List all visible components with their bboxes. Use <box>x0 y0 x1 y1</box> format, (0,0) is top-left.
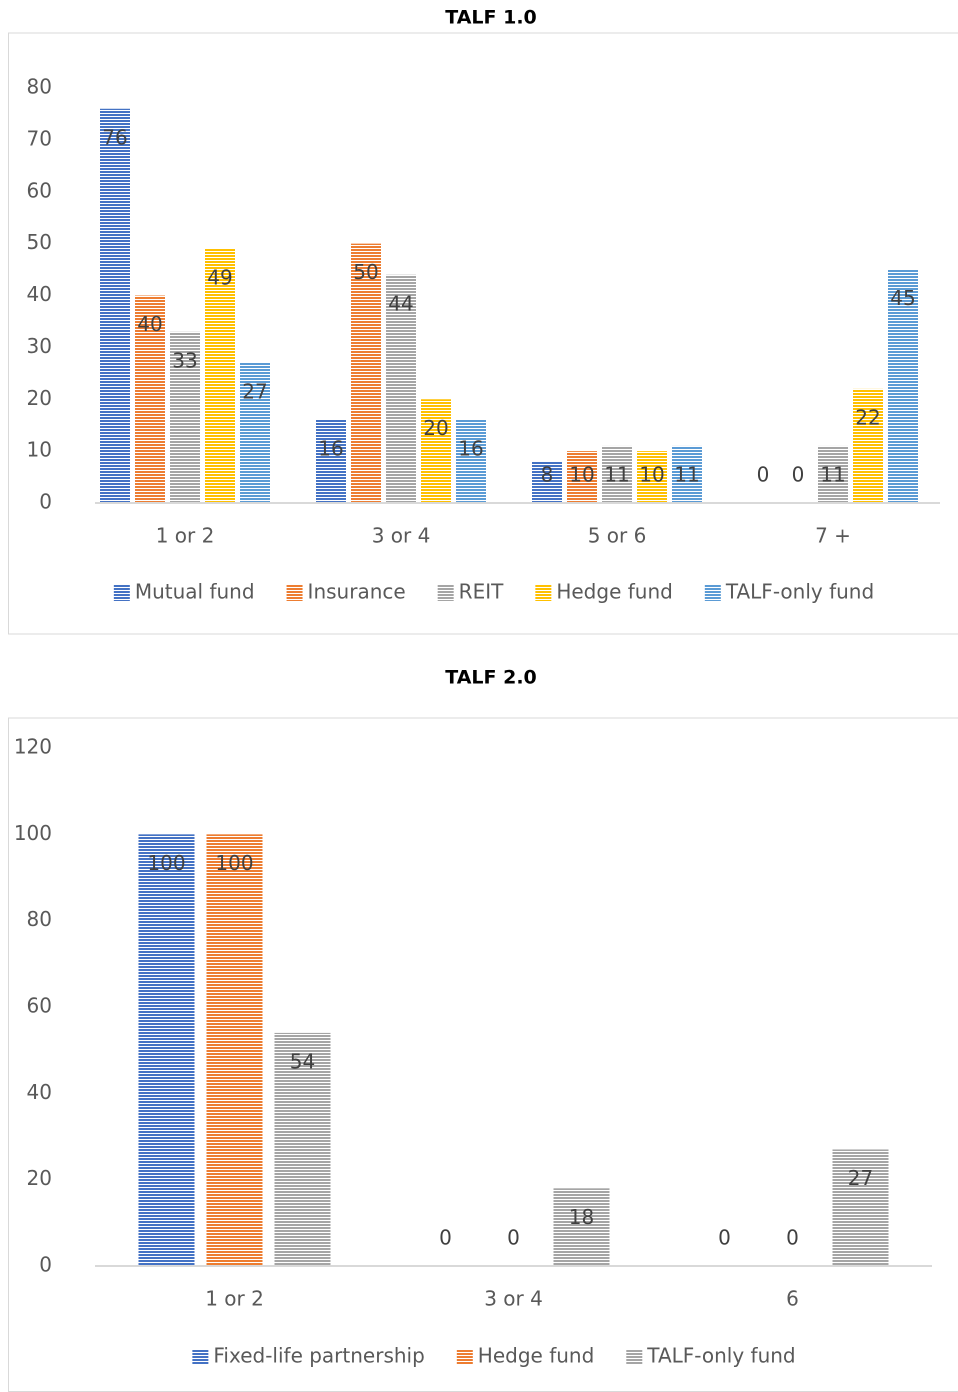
data-label: 54 <box>290 1049 315 1073</box>
bar <box>421 399 451 503</box>
legend-marker <box>704 585 721 601</box>
y-tick-label: 20 <box>27 386 52 410</box>
data-label: 8 <box>541 463 554 487</box>
chart-title: TALF 2.0 <box>445 667 537 689</box>
data-label: 20 <box>423 416 448 440</box>
x-tick-label: 3 or 4 <box>484 1287 543 1311</box>
data-label: 0 <box>792 463 805 487</box>
data-label: 100 <box>147 851 185 875</box>
x-tick-label: 1 or 2 <box>205 1287 264 1311</box>
y-tick-label: 40 <box>27 282 52 306</box>
data-label: 100 <box>215 851 253 875</box>
legend-label: Hedge fund <box>478 1344 594 1368</box>
data-label: 50 <box>353 260 378 284</box>
data-label: 33 <box>172 348 197 372</box>
data-label: 10 <box>569 463 594 487</box>
bar <box>351 243 381 503</box>
chart-title: TALF 1.0 <box>445 7 537 29</box>
legend-label: Hedge fund <box>556 580 672 604</box>
legend-marker <box>535 585 552 601</box>
bar <box>205 248 235 503</box>
x-tick-label: 3 or 4 <box>372 524 431 548</box>
chart-frame <box>8 32 958 635</box>
y-tick-label: 120 <box>14 735 52 759</box>
bar <box>456 420 486 503</box>
data-label: 0 <box>786 1226 799 1250</box>
legend-label: Fixed-life partnership <box>213 1344 424 1368</box>
data-label: 27 <box>242 379 267 403</box>
data-label: 0 <box>439 1226 452 1250</box>
legend-label: Mutual fund <box>135 580 255 604</box>
legend-marker <box>113 585 130 601</box>
legend-marker <box>437 585 454 601</box>
data-label: 11 <box>604 462 629 486</box>
bar <box>888 269 918 503</box>
bar <box>170 331 200 503</box>
x-tick-label: 1 or 2 <box>156 524 215 548</box>
bar <box>672 445 702 503</box>
y-tick-label: 10 <box>27 438 52 462</box>
data-label: 44 <box>388 291 413 315</box>
y-tick-label: 40 <box>27 1080 52 1104</box>
bar <box>567 451 597 503</box>
y-tick-label: 30 <box>27 334 52 358</box>
x-tick-label: 7 + <box>815 524 851 548</box>
bar <box>853 388 883 503</box>
bar <box>206 834 263 1266</box>
data-label: 45 <box>890 286 915 310</box>
y-tick-label: 80 <box>27 75 52 99</box>
data-label: 40 <box>137 312 162 336</box>
data-label: 22 <box>855 405 880 429</box>
legend-label: REIT <box>459 580 504 604</box>
y-tick-label: 80 <box>27 907 52 931</box>
legend-label: TALF-only fund <box>725 580 874 604</box>
bar <box>532 461 562 503</box>
data-label: 0 <box>507 1226 520 1250</box>
bar <box>138 834 195 1266</box>
data-label: 76 <box>102 125 127 149</box>
bar <box>316 420 346 503</box>
bar <box>637 451 667 503</box>
y-tick-label: 0 <box>39 1253 52 1277</box>
data-label: 11 <box>674 462 699 486</box>
bar <box>602 445 632 503</box>
bar <box>274 1032 331 1266</box>
bar <box>240 362 270 503</box>
data-label: 16 <box>318 437 343 461</box>
bar <box>135 295 165 503</box>
legend-marker <box>192 1349 209 1365</box>
bar <box>818 445 848 503</box>
data-label: 0 <box>718 1226 731 1250</box>
y-tick-label: 50 <box>27 230 52 254</box>
y-tick-label: 60 <box>27 178 52 202</box>
y-tick-label: 0 <box>39 490 52 514</box>
legend-label: TALF-only fund <box>646 1344 795 1368</box>
data-label: 11 <box>820 462 845 486</box>
y-tick-label: 70 <box>27 126 52 150</box>
data-label: 27 <box>848 1166 873 1190</box>
legend-label: Insurance <box>308 580 406 604</box>
y-tick-label: 100 <box>14 821 52 845</box>
bar <box>100 108 130 503</box>
legend: Mutual fund Insurance REIT Hedge fund TALF-o… <box>113 580 874 604</box>
y-tick-label: 20 <box>27 1166 52 1190</box>
x-tick-label: 6 <box>786 1287 799 1311</box>
bar <box>553 1188 610 1266</box>
data-label: 0 <box>757 463 770 487</box>
bar <box>832 1149 889 1266</box>
y-tick-label: 60 <box>27 994 52 1018</box>
data-label: 49 <box>207 265 232 289</box>
x-tick-label: 5 or 6 <box>588 524 647 548</box>
legend: Fixed-life partnership Hedge fund TALF-onl… <box>192 1344 796 1368</box>
data-label: 16 <box>458 437 483 461</box>
legend-marker <box>626 1349 643 1365</box>
data-label: 10 <box>639 463 664 487</box>
data-label: 18 <box>569 1205 594 1229</box>
legend-marker <box>286 585 303 601</box>
bar <box>386 274 416 503</box>
legend-marker <box>456 1349 473 1365</box>
